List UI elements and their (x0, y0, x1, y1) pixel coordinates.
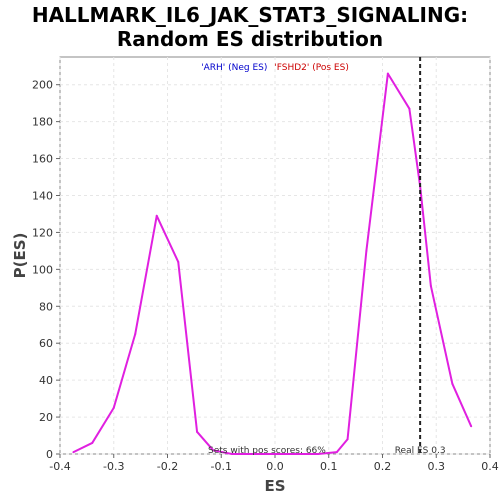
x-axis-label: ES (264, 477, 285, 495)
data-point (134, 332, 137, 335)
x-tick-label: 0.3 (428, 460, 446, 473)
data-point (196, 430, 199, 433)
series-group (72, 72, 473, 455)
data-point (112, 406, 115, 409)
y-tick-label: 80 (39, 300, 53, 313)
legend-pos-label: 'FSHD2' (Pos ES) (274, 63, 349, 73)
x-tick-label: -0.4 (49, 460, 70, 473)
data-point (365, 249, 368, 252)
data-point (317, 453, 319, 455)
x-tick-label: -0.2 (157, 460, 178, 473)
series-line (72, 72, 473, 455)
x-tick-label: -0.3 (103, 460, 124, 473)
x-tick-label: 0.2 (374, 460, 392, 473)
data-point (91, 441, 94, 444)
data-point (470, 425, 473, 428)
y-tick-label: 40 (39, 374, 53, 387)
data-point (386, 72, 389, 75)
x-tick-label: 0.1 (320, 460, 338, 473)
data-point (429, 284, 432, 287)
data-point (155, 214, 158, 217)
data-point (408, 107, 411, 110)
y-tick-label: 140 (32, 189, 53, 202)
data-point (212, 449, 215, 452)
data-point (252, 453, 255, 455)
data-point (335, 451, 338, 454)
legend: 'ARH' (Neg ES) 'FSHD2' (Pos ES) (201, 63, 349, 73)
y-tick-label: 180 (32, 116, 53, 129)
y-tick-label: 120 (32, 226, 53, 239)
chart-title-line2: Random ES distribution (117, 27, 383, 51)
x-tick-label: -0.1 (211, 460, 232, 473)
data-point (72, 451, 75, 454)
data-point (451, 382, 454, 385)
y-tick-label: 0 (46, 448, 53, 461)
y-tick-label: 100 (32, 263, 53, 276)
y-tick-label: 60 (39, 337, 53, 350)
y-axis-ticks: 0 20 40 60 80 100 120 140 160 180 200 (32, 79, 60, 461)
data-point (295, 453, 298, 455)
pos-scores-annotation: Sets with pos scores: 66% (208, 446, 326, 456)
y-tick-label: 20 (39, 411, 53, 424)
data-point (231, 453, 233, 455)
data-point (274, 453, 276, 455)
chart-title-line1: HALLMARK_IL6_JAK_STAT3_SIGNALING: (32, 3, 468, 27)
data-point (346, 438, 349, 441)
y-tick-label: 160 (32, 153, 53, 166)
y-axis-label: P(ES) (11, 233, 29, 279)
x-tick-label: 0.0 (266, 460, 284, 473)
y-tick-label: 200 (32, 79, 53, 92)
x-tick-label: 0.4 (481, 460, 499, 473)
data-point (177, 260, 180, 263)
legend-neg-label: 'ARH' (Neg ES) (201, 63, 267, 73)
real-es-annotation: Real ES 0.3 (395, 446, 446, 456)
x-axis-ticks: -0.4 -0.3 -0.2 -0.1 0.0 0.1 0.2 0.3 0.4 (49, 454, 499, 473)
